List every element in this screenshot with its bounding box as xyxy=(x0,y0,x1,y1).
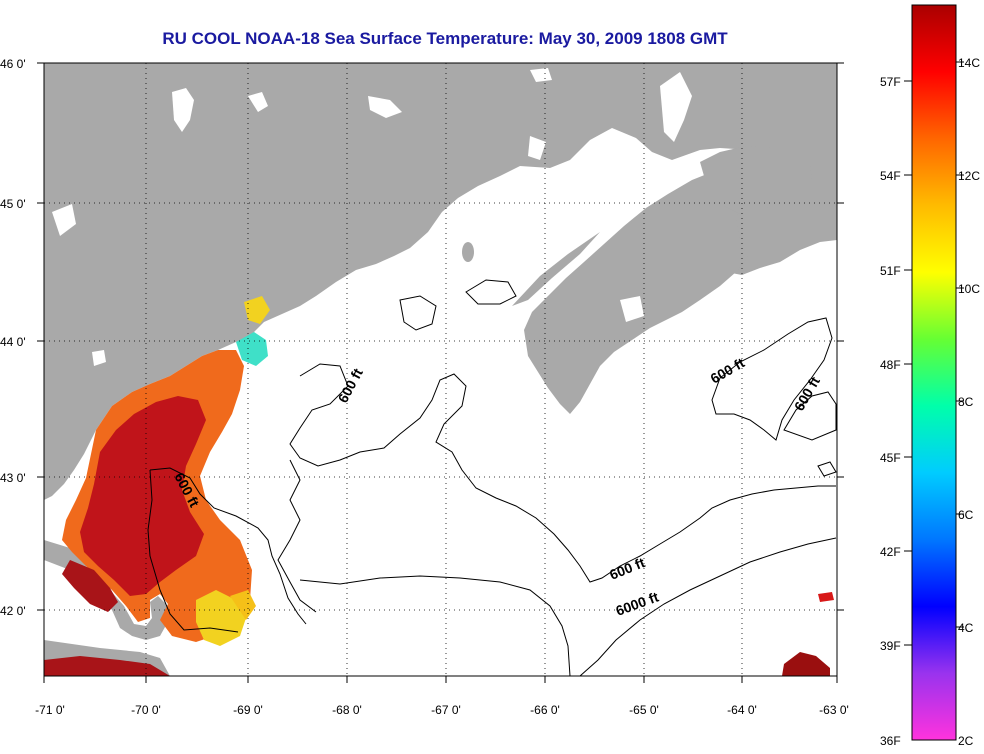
y-tick-label: 46 0' xyxy=(0,57,26,71)
x-tick-label: -69 0' xyxy=(233,703,263,717)
colorbar-f-label: 51F xyxy=(880,264,901,278)
cape-breton-land xyxy=(700,146,812,214)
x-tick-label: -71 0' xyxy=(35,703,65,717)
colorbar-c-label: 14C xyxy=(958,56,980,70)
colorbar-f-label: 36F xyxy=(880,734,901,748)
contour-600ft-line xyxy=(289,363,836,583)
bathymetry-contours xyxy=(147,279,837,676)
colorbar-f-label: 57F xyxy=(880,75,901,89)
mainland-land xyxy=(44,63,837,500)
colorbar-c-label: 6C xyxy=(958,508,974,522)
lake-water xyxy=(248,92,268,112)
colorbar-c-label: 2C xyxy=(958,734,974,748)
axis-ticks xyxy=(37,62,844,683)
y-tick-label: 44 0' xyxy=(0,335,26,349)
longitude-labels: -71 0' -70 0' -69 0' -68 0' -67 0' -66 0… xyxy=(35,703,849,717)
contour-6000ft-line xyxy=(299,575,571,676)
map-area xyxy=(44,63,837,676)
sst-red-field xyxy=(80,396,206,596)
y-tick-label: 45 0' xyxy=(0,197,26,211)
x-tick-label: -68 0' xyxy=(332,703,362,717)
sst-yellow-patch xyxy=(230,590,256,620)
colorbar-c-label: 10C xyxy=(958,282,980,296)
x-tick-label: -67 0' xyxy=(431,703,461,717)
colorbar-c-label: 4C xyxy=(958,621,974,635)
colorbar-f-label: 45F xyxy=(880,451,901,465)
lake-water xyxy=(530,68,552,82)
lake-water xyxy=(528,136,546,160)
sst-yellow-patch xyxy=(196,590,246,646)
contour-600ft-line xyxy=(783,391,837,441)
y-tick-label: 42 0' xyxy=(0,604,26,618)
sst-yellow-patch xyxy=(244,296,270,324)
lake-water xyxy=(620,296,644,322)
colorbar-c-label: 12C xyxy=(958,169,980,183)
contour-600ft-line xyxy=(277,459,317,613)
x-tick-label: -63 0' xyxy=(819,703,849,717)
peninsula-land xyxy=(512,232,600,306)
contour-6000ft-line xyxy=(579,537,837,676)
colorbar-c-label: 8C xyxy=(958,395,974,409)
contour-600ft-line xyxy=(817,461,837,477)
map-frame xyxy=(43,62,838,677)
x-tick-label: -70 0' xyxy=(131,703,161,717)
colorbar-f-label: 48F xyxy=(880,358,901,372)
sst-red-patch xyxy=(782,652,830,676)
sst-red-patch xyxy=(62,560,118,612)
y-tick-label: 43 0' xyxy=(0,471,26,485)
latitude-labels: 46 0' 45 0' 44 0' 43 0' 42 0' xyxy=(0,57,26,618)
lake-water xyxy=(368,96,402,118)
figure-title: RU COOL NOAA-18 Sea Surface Temperature:… xyxy=(162,29,728,48)
contour-600ft-line xyxy=(147,469,239,633)
colorbar-scale xyxy=(911,4,957,741)
colorbar-ticks xyxy=(904,61,964,646)
colorbar-f-label: 39F xyxy=(880,639,901,653)
sst-cyan-patch xyxy=(236,332,268,366)
bay-water xyxy=(660,72,692,142)
lake-water xyxy=(52,204,76,236)
lake-water xyxy=(172,88,194,132)
lake-water xyxy=(92,350,106,366)
bay-water xyxy=(486,254,506,286)
contour-600ft-line xyxy=(711,317,833,441)
sst-red-patch xyxy=(818,592,834,602)
temperature-colorbar: 57F 54F 51F 48F 45F 42F 39F 36F 14C 12C … xyxy=(880,4,980,748)
graticule xyxy=(44,63,837,676)
island-land xyxy=(462,242,474,262)
colorbar-f-label: 54F xyxy=(880,169,901,183)
nova-scotia-land xyxy=(524,168,752,414)
x-tick-label: -66 0' xyxy=(530,703,560,717)
contour-600ft-line xyxy=(149,467,307,625)
contour-600ft-line xyxy=(399,295,437,331)
sst-red-patch xyxy=(44,656,170,676)
colorbar-f-label: 42F xyxy=(880,545,901,559)
contour-600ft-line xyxy=(465,279,517,305)
x-tick-label: -65 0' xyxy=(629,703,659,717)
x-tick-label: -64 0' xyxy=(727,703,757,717)
